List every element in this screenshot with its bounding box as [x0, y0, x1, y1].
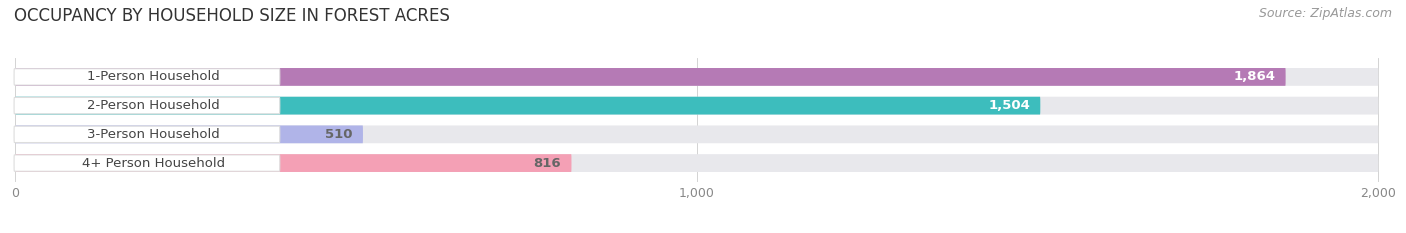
Text: 3-Person Household: 3-Person Household	[87, 128, 219, 141]
FancyBboxPatch shape	[15, 68, 1378, 86]
Text: 2-Person Household: 2-Person Household	[87, 99, 219, 112]
Text: 1-Person Household: 1-Person Household	[87, 70, 219, 83]
FancyBboxPatch shape	[15, 68, 1285, 86]
FancyBboxPatch shape	[15, 154, 571, 172]
FancyBboxPatch shape	[14, 155, 280, 171]
FancyBboxPatch shape	[15, 97, 1040, 115]
Text: 1,504: 1,504	[988, 99, 1031, 112]
Text: 4+ Person Household: 4+ Person Household	[82, 157, 225, 170]
FancyBboxPatch shape	[14, 97, 280, 114]
Text: OCCUPANCY BY HOUSEHOLD SIZE IN FOREST ACRES: OCCUPANCY BY HOUSEHOLD SIZE IN FOREST AC…	[14, 7, 450, 25]
Text: 816: 816	[534, 157, 561, 170]
FancyBboxPatch shape	[15, 154, 1378, 172]
Text: Source: ZipAtlas.com: Source: ZipAtlas.com	[1258, 7, 1392, 20]
FancyBboxPatch shape	[14, 126, 280, 143]
FancyBboxPatch shape	[14, 69, 280, 85]
FancyBboxPatch shape	[15, 97, 1378, 115]
FancyBboxPatch shape	[15, 125, 1378, 143]
Text: 510: 510	[325, 128, 353, 141]
Text: 1,864: 1,864	[1233, 70, 1275, 83]
FancyBboxPatch shape	[15, 125, 363, 143]
